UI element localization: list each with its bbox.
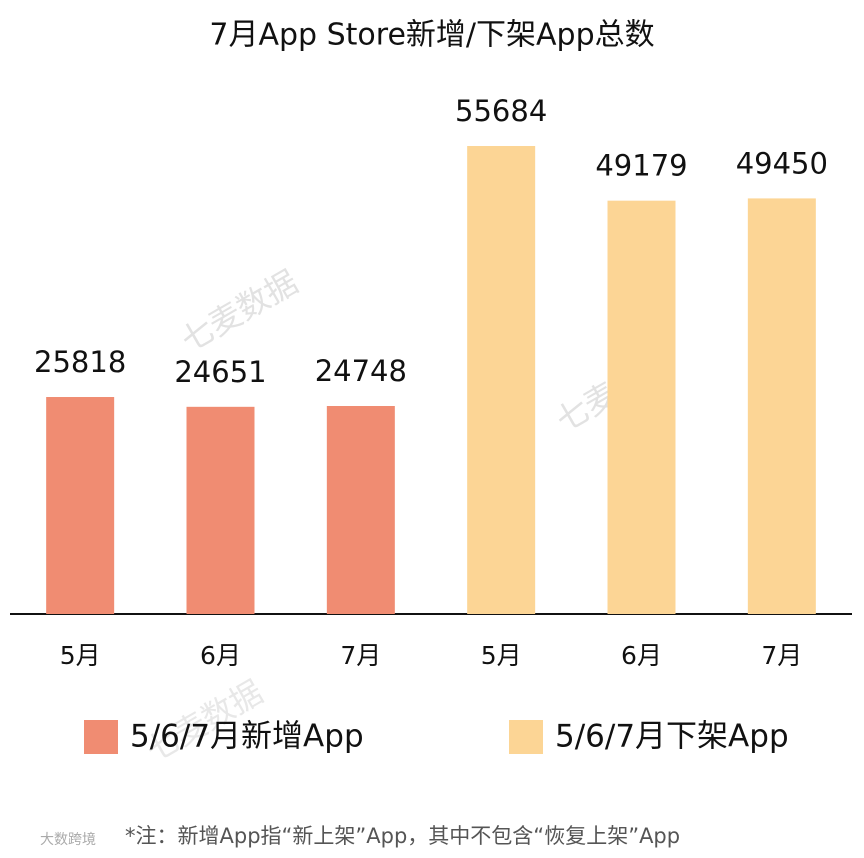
data-label: 24651 bbox=[174, 355, 266, 389]
data-label: 49450 bbox=[736, 146, 828, 180]
legend-swatch bbox=[84, 720, 118, 754]
data-label: 55684 bbox=[455, 94, 547, 128]
x-tick-label: 5月 bbox=[481, 641, 522, 670]
bar bbox=[186, 406, 255, 614]
x-tick-label: 5月 bbox=[60, 641, 101, 670]
data-label: 24748 bbox=[315, 354, 407, 388]
x-tick-label: 6月 bbox=[200, 641, 241, 670]
bar bbox=[747, 198, 816, 614]
legend-label: 5/6/7月下架App bbox=[555, 719, 789, 755]
note: *注：新增App指“新上架”App，其中不包含“恢复上架”App bbox=[125, 824, 680, 848]
bar bbox=[607, 200, 676, 614]
chart-title: 7月App Store新增/下架App总数 bbox=[209, 18, 654, 53]
legend-label: 5/6/7月新增App bbox=[130, 719, 364, 755]
x-tick-label: 7月 bbox=[761, 641, 802, 670]
bar bbox=[46, 397, 115, 614]
data-label: 49179 bbox=[595, 149, 687, 183]
watermark: 七麦数据 bbox=[175, 263, 305, 360]
bar bbox=[326, 406, 395, 614]
x-tick-label: 6月 bbox=[621, 641, 662, 670]
logo: 大数跨境 bbox=[40, 832, 96, 848]
legend-swatch bbox=[509, 720, 543, 754]
bar bbox=[467, 146, 536, 614]
data-label: 25818 bbox=[34, 345, 126, 379]
x-tick-label: 7月 bbox=[340, 641, 381, 670]
